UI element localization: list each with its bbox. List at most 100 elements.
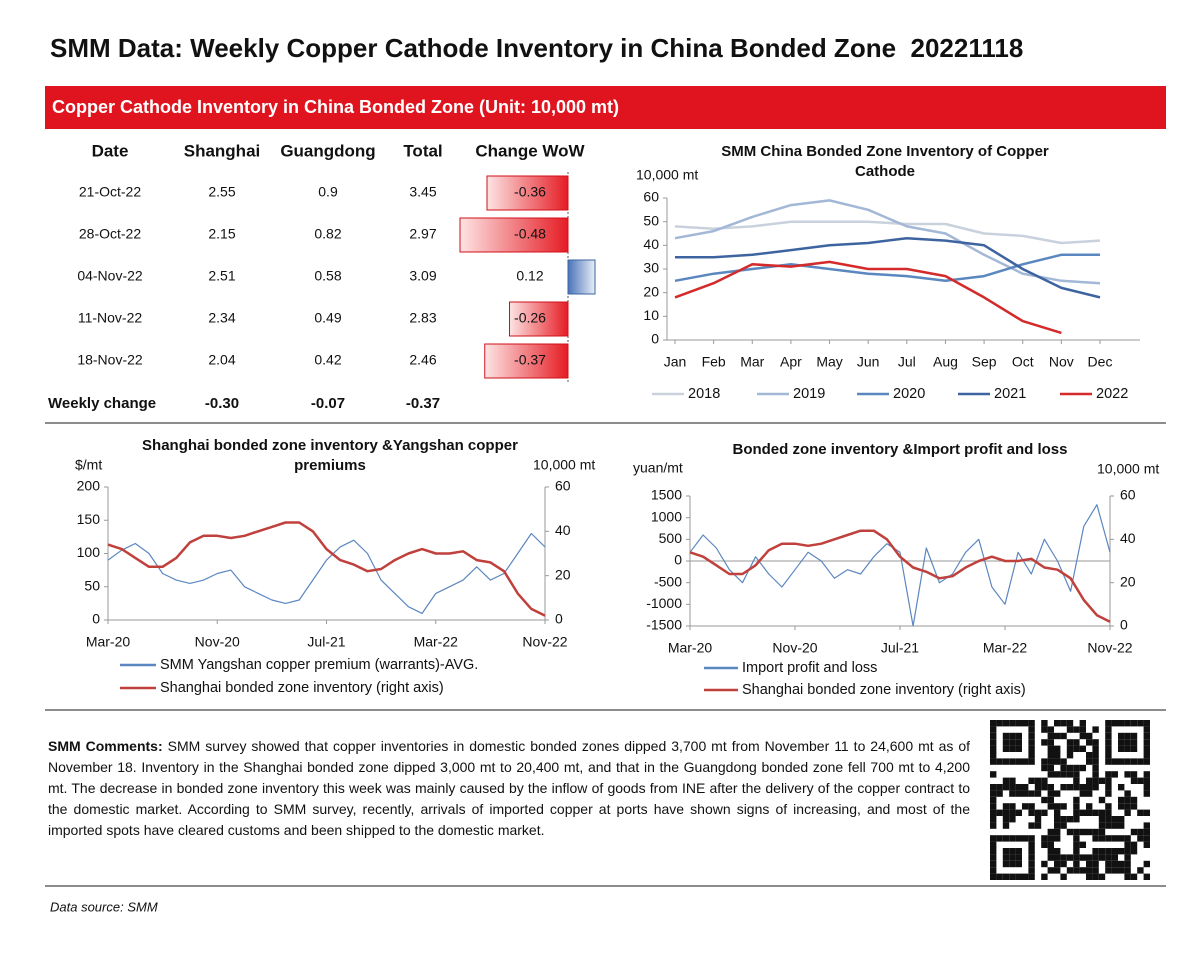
qr-module [1098, 848, 1106, 855]
qr-module [990, 841, 997, 848]
qr-module [1060, 860, 1067, 868]
table-cell: 2.04 [208, 352, 235, 368]
table-cell: 2.97 [409, 226, 436, 242]
qr-module [1034, 777, 1042, 784]
qr-module [1137, 758, 1144, 765]
qr-module [1009, 720, 1016, 727]
legend-label: 2020 [893, 386, 925, 402]
qr-module [1130, 873, 1138, 880]
table-cell: 0.58 [314, 268, 341, 284]
table-cell: 04-Nov-22 [77, 268, 143, 284]
qr-module [1066, 720, 1074, 727]
qr-module [1002, 854, 1010, 861]
qr-module [1105, 752, 1112, 759]
y-tick-label: -1500 [646, 617, 682, 633]
legend-label: Import profit and loss [742, 660, 877, 676]
qr-module [1066, 854, 1074, 861]
qr-module [1118, 796, 1125, 804]
qr-module [1079, 726, 1086, 733]
x-tick-label: Oct [1012, 354, 1034, 370]
qr-module [1054, 848, 1061, 855]
chart-title: Bonded zone inventory &Import profit and… [732, 441, 1068, 458]
qr-module [1054, 854, 1061, 861]
y-tick-label: -500 [654, 573, 682, 589]
change-bar [484, 343, 569, 379]
qr-module [1079, 854, 1086, 861]
qr-module [1054, 752, 1061, 759]
qr-module [1086, 803, 1093, 810]
x-tick-label: Aug [933, 354, 958, 370]
qr-module [1009, 816, 1016, 823]
qr-module [990, 835, 997, 842]
banner [45, 86, 1166, 129]
qr-module [990, 867, 997, 874]
qr-module [1130, 803, 1138, 810]
qr-module [1143, 828, 1150, 836]
qr-module [1054, 822, 1061, 829]
source: Data source: SMM [50, 899, 158, 914]
qr-module [1098, 777, 1106, 784]
table-cell: 2.83 [409, 310, 436, 326]
x-tick-label: Nov-22 [1087, 640, 1132, 656]
x-tick-label: Nov-20 [195, 634, 240, 650]
table-cell: 11-Nov-22 [78, 310, 143, 326]
table-cell: -0.37 [514, 352, 546, 368]
qr-module [1105, 803, 1112, 810]
y-tick-label: 20 [643, 283, 659, 299]
qr-module [1143, 745, 1150, 752]
qr-module [1041, 873, 1048, 880]
qr-module [1073, 816, 1080, 823]
y-axis-label: yuan/mt [633, 460, 683, 476]
qr-module [1079, 764, 1086, 772]
qr-module [1086, 752, 1093, 759]
qr-module [1092, 828, 1099, 836]
y-tick-label: 1000 [651, 508, 682, 524]
qr-module [1054, 803, 1061, 810]
qr-module [1009, 860, 1016, 868]
qr-module [1092, 745, 1099, 752]
qr-module [1002, 822, 1010, 829]
qr-code [990, 720, 1150, 880]
qr-module [1105, 739, 1112, 746]
qr-module [990, 816, 997, 823]
y-tick-label: 50 [84, 577, 100, 593]
qr-module [1041, 777, 1048, 784]
qr-module [1009, 873, 1016, 880]
y-tick-label: 1500 [651, 487, 682, 503]
qr-module [1028, 790, 1035, 797]
qr-module [1124, 835, 1131, 842]
qr-module [1073, 739, 1080, 746]
qr-module [1086, 790, 1093, 797]
qr-module [1022, 758, 1029, 765]
qr-module [990, 796, 997, 804]
x-tick-label: Nov [1049, 354, 1074, 370]
x-tick-label: Sep [972, 354, 997, 370]
qr-module [1047, 848, 1054, 855]
x-tick-label: Mar-20 [668, 640, 713, 656]
y-tick-label: 150 [77, 511, 101, 527]
qr-module [1079, 745, 1086, 752]
qr-module [1022, 784, 1029, 791]
qr-module [1047, 745, 1054, 752]
table-cell: -0.48 [514, 226, 546, 242]
chart-title: SMM China Bonded Zone Inventory of Coppe… [721, 143, 1049, 180]
qr-module [1124, 732, 1131, 740]
qr-module [996, 835, 1003, 842]
qr-module [1009, 835, 1016, 842]
series-line [689, 529, 1111, 623]
qr-module [1086, 784, 1093, 791]
qr-module [1092, 835, 1099, 842]
qr-module [1060, 854, 1067, 861]
qr-module [1002, 758, 1010, 765]
qr-module [990, 873, 997, 880]
qr-module [1047, 803, 1054, 810]
qr-module [1073, 835, 1080, 842]
qr-module [1054, 816, 1061, 823]
qr-module [1137, 835, 1144, 842]
qr-module [1143, 784, 1150, 791]
table-cell: 0.49 [314, 310, 341, 326]
qr-module [1092, 867, 1099, 874]
qr-module [1124, 720, 1131, 727]
table-cell: 2.34 [208, 310, 235, 326]
